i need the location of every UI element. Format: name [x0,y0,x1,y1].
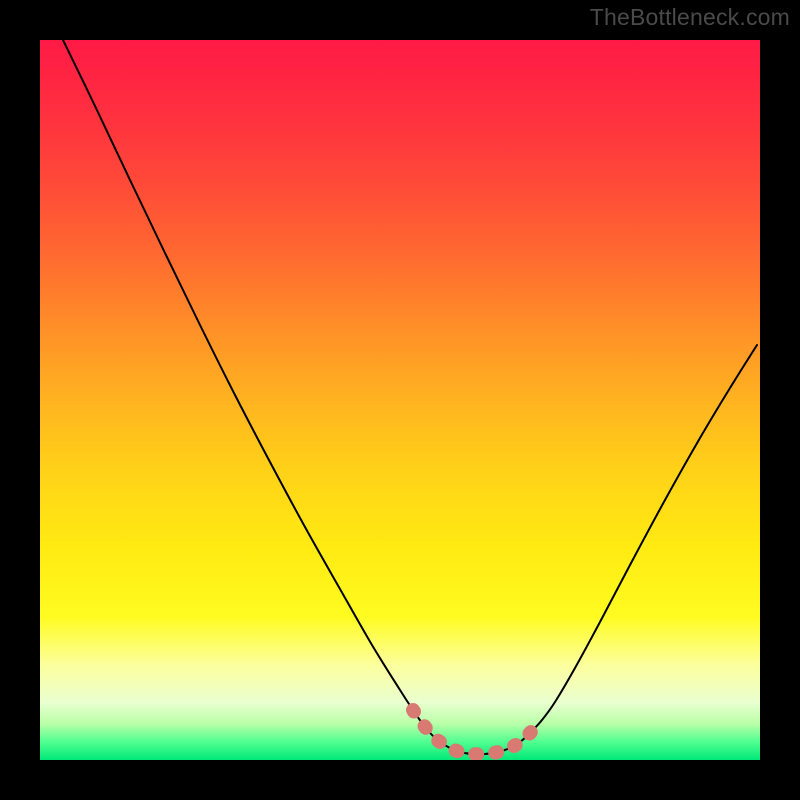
watermark-label: TheBottleneck.com [590,4,790,31]
bottleneck-chart [0,0,800,800]
chart-frame: TheBottleneck.com [0,0,800,800]
gradient-background [40,40,760,760]
